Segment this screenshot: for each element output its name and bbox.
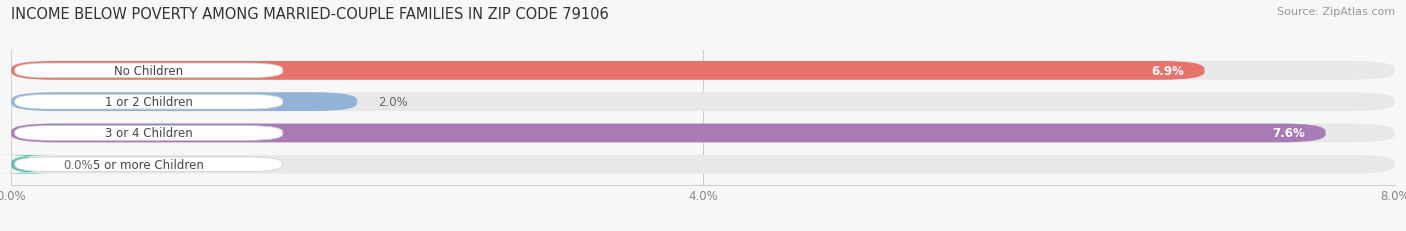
FancyBboxPatch shape [11,93,357,112]
FancyBboxPatch shape [14,95,283,109]
FancyBboxPatch shape [0,155,55,174]
Text: INCOME BELOW POVERTY AMONG MARRIED-COUPLE FAMILIES IN ZIP CODE 79106: INCOME BELOW POVERTY AMONG MARRIED-COUPL… [11,7,609,22]
Text: 5 or more Children: 5 or more Children [93,158,204,171]
FancyBboxPatch shape [11,93,1395,112]
Text: 1 or 2 Children: 1 or 2 Children [105,96,193,109]
FancyBboxPatch shape [11,124,1326,143]
Text: 7.6%: 7.6% [1272,127,1305,140]
Text: 2.0%: 2.0% [378,96,408,109]
FancyBboxPatch shape [11,155,1395,174]
FancyBboxPatch shape [14,157,283,172]
FancyBboxPatch shape [14,64,283,78]
FancyBboxPatch shape [11,62,1395,80]
Text: 0.0%: 0.0% [63,158,93,171]
FancyBboxPatch shape [11,62,1205,80]
FancyBboxPatch shape [14,126,283,141]
FancyBboxPatch shape [11,124,1395,143]
Text: Source: ZipAtlas.com: Source: ZipAtlas.com [1277,7,1395,17]
Text: 3 or 4 Children: 3 or 4 Children [105,127,193,140]
Text: 6.9%: 6.9% [1152,65,1184,78]
Text: No Children: No Children [114,65,183,78]
